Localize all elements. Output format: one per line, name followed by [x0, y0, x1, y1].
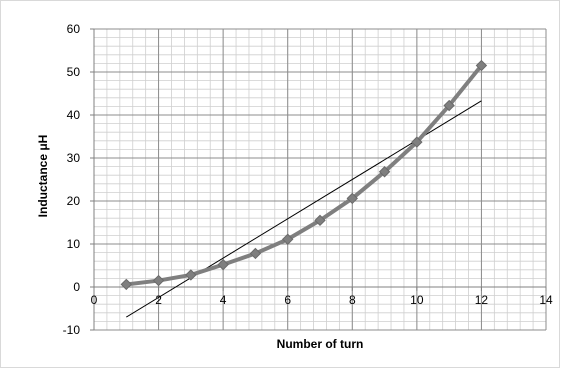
data-point-marker [314, 214, 326, 227]
data-point-marker [249, 247, 262, 260]
data-point-marker [411, 136, 423, 148]
y-tick-label: -10 [63, 323, 81, 337]
data-point-marker [120, 278, 132, 291]
y-tick-label: 40 [67, 108, 81, 122]
x-tick-label: 6 [284, 293, 291, 307]
y-axis-title: Inductance μH [36, 135, 50, 218]
x-tick-labels: 0 2 4 6 8 10 12 14 [91, 293, 553, 307]
x-tick-label: 10 [410, 293, 424, 307]
x-tick-label: 4 [220, 293, 227, 307]
data-point-marker [475, 59, 488, 72]
y-tick-labels: -10 0 10 20 30 40 50 60 [63, 22, 81, 337]
data-point-marker [152, 274, 165, 287]
inductance-series [120, 59, 488, 291]
data-point-marker [346, 192, 358, 205]
data-point-marker [185, 269, 197, 281]
x-tick-label: 14 [539, 293, 553, 307]
x-axis-title: Number of turn [277, 337, 364, 351]
data-point-marker [217, 258, 229, 271]
major-gridlines [93, 28, 547, 331]
y-tick-label: 0 [73, 280, 80, 294]
data-point-marker [282, 233, 294, 245]
axes [90, 28, 547, 331]
y-tick-label: 50 [67, 65, 81, 79]
y-tick-label: 30 [67, 151, 81, 165]
minor-gridlines [93, 28, 547, 331]
x-tick-label: 8 [349, 293, 356, 307]
x-tick-label: 0 [91, 293, 98, 307]
x-tick-label: 12 [475, 293, 489, 307]
x-tick-label: 2 [155, 293, 162, 307]
y-tick-label: 60 [67, 22, 81, 36]
trendline-series [126, 100, 482, 318]
y-tick-label: 10 [67, 237, 81, 251]
linear-trendline [126, 100, 482, 318]
y-tick-label: 20 [67, 194, 81, 208]
series-line [126, 64, 483, 287]
data-point-marker [378, 166, 391, 178]
data-point-marker [443, 99, 455, 112]
